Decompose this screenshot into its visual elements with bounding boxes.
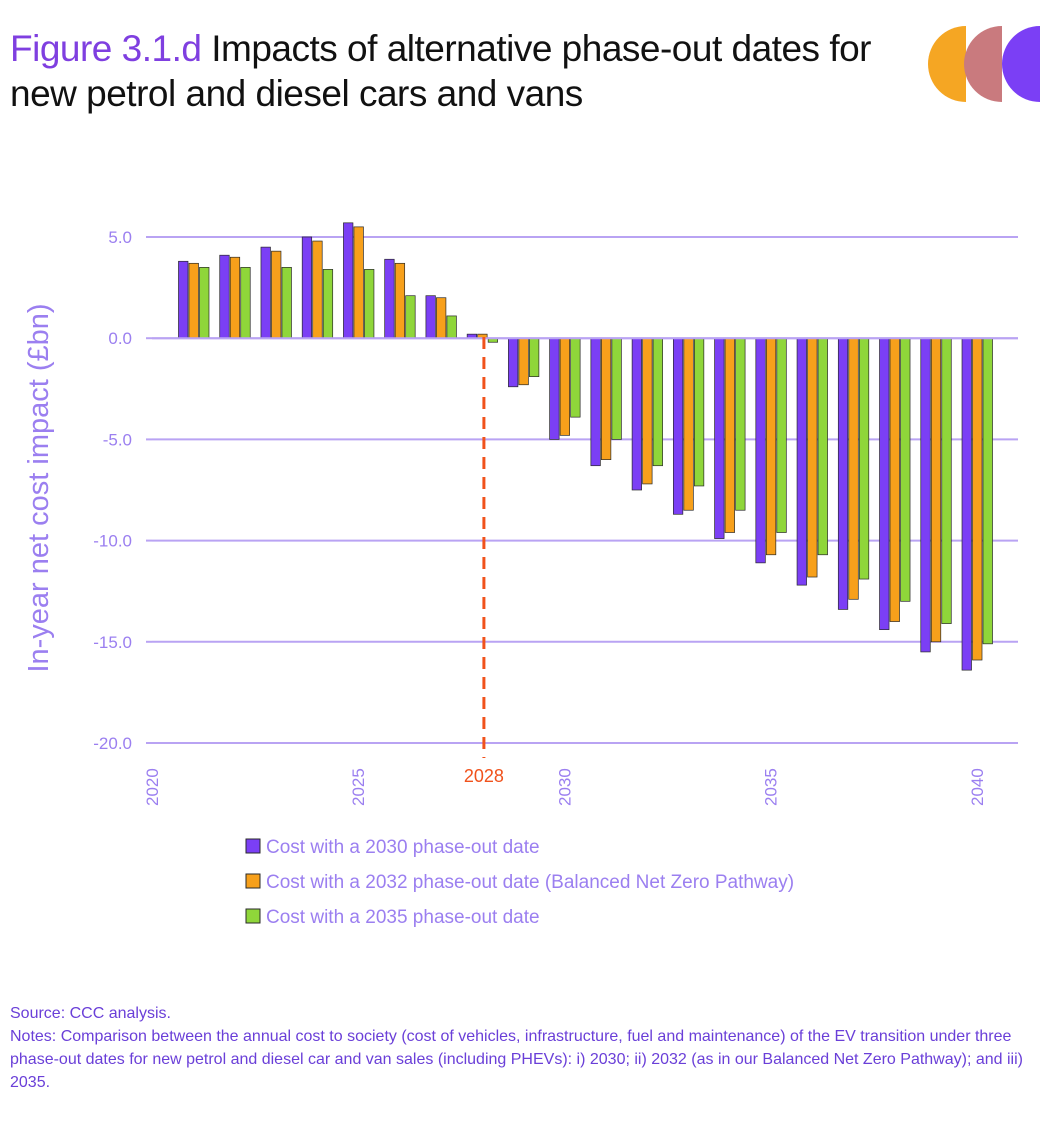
bar-2035-series-2 bbox=[765, 337, 777, 556]
bar-2026-series-2 bbox=[394, 262, 406, 339]
bar-2040-series-2 bbox=[972, 337, 983, 661]
y-tick-label: 5.0 bbox=[108, 228, 132, 247]
y-tick-label: 0.0 bbox=[108, 329, 132, 348]
bar-2030-series-3 bbox=[570, 337, 581, 418]
x-tick-label: 2020 bbox=[143, 768, 162, 806]
source-note: Source: CCC analysis. bbox=[10, 1005, 171, 1022]
y-tick-label: -20.0 bbox=[93, 734, 132, 753]
bar-2036-series-3 bbox=[817, 337, 828, 556]
bar-2038-series-2 bbox=[889, 337, 900, 622]
figure-notes: Source: CCC analysis. Notes: Comparison … bbox=[10, 1002, 1050, 1094]
bar-2030-series-2 bbox=[559, 337, 570, 436]
bar-2022-series-3 bbox=[240, 267, 251, 339]
bar-2022-series-2 bbox=[229, 256, 241, 339]
bar-2035-series-3 bbox=[776, 337, 787, 533]
legend-swatch-2 bbox=[245, 873, 261, 889]
y-tick-label: -15.0 bbox=[93, 633, 132, 652]
bar-2032-series-2 bbox=[642, 337, 653, 485]
bar-2030-series-1 bbox=[549, 337, 560, 440]
y-tick-label: -10.0 bbox=[93, 532, 132, 551]
logo-shape-1 bbox=[928, 26, 966, 102]
bar-2035-series-1 bbox=[755, 337, 766, 564]
bar-2027-series-1 bbox=[425, 295, 436, 339]
legend-layer: Cost with a 2030 phase-out date Cost with… bbox=[245, 837, 794, 928]
bar-2039-series-3 bbox=[941, 337, 952, 624]
bar-2027-series-3 bbox=[446, 315, 457, 339]
bar-2024-series-3 bbox=[322, 269, 334, 339]
bar-2032-series-3 bbox=[652, 337, 663, 467]
bar-2024-series-1 bbox=[301, 236, 313, 339]
bar-2021-series-1 bbox=[178, 260, 189, 339]
bar-2031-series-1 bbox=[590, 337, 601, 467]
notes-text: Notes: Comparison between the annual cos… bbox=[10, 1028, 1023, 1091]
legend-label-2: Cost with a 2032 phase-out date (Balance… bbox=[266, 872, 794, 893]
bar-2037-series-1 bbox=[837, 337, 849, 610]
bar-2039-series-2 bbox=[930, 337, 942, 643]
bar-2039-series-1 bbox=[920, 337, 931, 653]
bar-2026-series-3 bbox=[405, 295, 416, 339]
bar-2031-series-2 bbox=[601, 337, 612, 460]
bar-2036-series-2 bbox=[807, 337, 818, 578]
legend-label-1: Cost with a 2030 phase-out date bbox=[266, 837, 540, 858]
bar-2023-series-1 bbox=[260, 246, 271, 339]
bar-2029-series-2 bbox=[518, 337, 529, 386]
y-axis-label: In-year net cost impact (£bn) bbox=[23, 303, 55, 672]
annotation-label: 2028 bbox=[464, 766, 504, 786]
bar-2037-series-3 bbox=[858, 337, 870, 580]
x-tick-label: 2030 bbox=[555, 768, 574, 806]
bar-2022-series-1 bbox=[219, 254, 230, 339]
bar-2027-series-2 bbox=[436, 297, 447, 339]
axis-layer: 5.0 0.0 -5.0 -10.0 -15.0 -20.0 2020 2025 2030 203… bbox=[93, 228, 1018, 806]
bar-2033-series-3 bbox=[693, 337, 705, 487]
legend-label-3: Cost with a 2035 phase-out date bbox=[266, 907, 540, 928]
bar-2029-series-1 bbox=[508, 337, 519, 388]
figure-header: Figure 3.1.d Impacts of alternative phas… bbox=[10, 26, 890, 116]
bar-2025-series-1 bbox=[343, 222, 354, 339]
legend-swatch-1 bbox=[245, 838, 261, 854]
x-tick-label: 2025 bbox=[349, 768, 368, 806]
bar-2029-series-3 bbox=[529, 337, 540, 378]
logo-shape-3 bbox=[1002, 26, 1040, 102]
bar-2021-series-2 bbox=[188, 262, 199, 339]
bar-2040-series-1 bbox=[961, 337, 972, 671]
bar-2034-series-2 bbox=[724, 337, 735, 533]
bar-2034-series-1 bbox=[714, 337, 725, 539]
bar-2023-series-2 bbox=[271, 250, 282, 339]
bar-2024-series-2 bbox=[312, 240, 323, 339]
x-tick-label: 2035 bbox=[762, 768, 781, 806]
bar-2025-series-2 bbox=[353, 226, 364, 339]
bar-2033-series-1 bbox=[672, 337, 684, 515]
bar-2025-series-3 bbox=[364, 269, 375, 339]
x-tick-label: 2040 bbox=[968, 768, 987, 806]
logo-shape-2 bbox=[964, 26, 1002, 102]
bar-2038-series-3 bbox=[900, 337, 911, 602]
bar-2032-series-1 bbox=[631, 337, 642, 491]
bar-2023-series-3 bbox=[281, 267, 292, 339]
y-tick-label: -5.0 bbox=[103, 430, 132, 449]
bar-2036-series-1 bbox=[796, 337, 807, 586]
bar-2037-series-2 bbox=[848, 337, 859, 600]
bar-2033-series-2 bbox=[683, 337, 694, 511]
bar-2034-series-3 bbox=[735, 337, 746, 511]
ccc-logo-icon bbox=[928, 26, 1040, 102]
figure-number: Figure 3.1.d bbox=[10, 28, 202, 69]
bar-2021-series-3 bbox=[199, 267, 210, 339]
bar-2026-series-1 bbox=[384, 258, 395, 339]
legend-swatch-3 bbox=[245, 908, 261, 924]
bar-2038-series-1 bbox=[879, 337, 890, 631]
bar-2040-series-3 bbox=[982, 337, 993, 645]
bar-2031-series-3 bbox=[611, 337, 622, 440]
figure-title: Impacts of alternative phase-out dates f… bbox=[10, 28, 872, 114]
bar-layer bbox=[178, 222, 993, 671]
